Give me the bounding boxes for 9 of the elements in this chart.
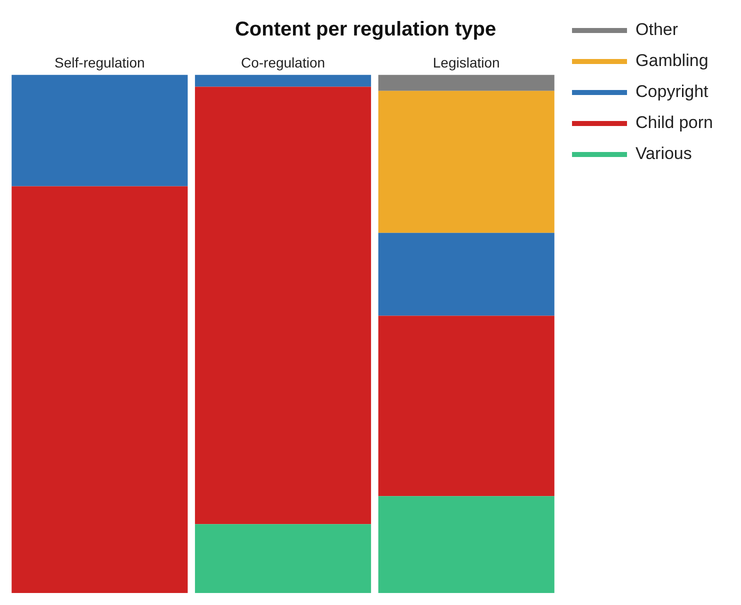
chart-title: Content per regulation type (234, 18, 496, 41)
x-tick-label: Self-regulation (54, 54, 145, 70)
x-tick-label: Legislation (432, 54, 500, 70)
legend-label: Copyright (636, 82, 709, 102)
legend-label: Child porn (636, 113, 714, 132)
x-tick-label: Co-regulation (240, 54, 326, 70)
legend-label: Gambling (636, 51, 708, 70)
legend-label: Various (636, 144, 692, 164)
legend-label: Other (636, 20, 678, 40)
